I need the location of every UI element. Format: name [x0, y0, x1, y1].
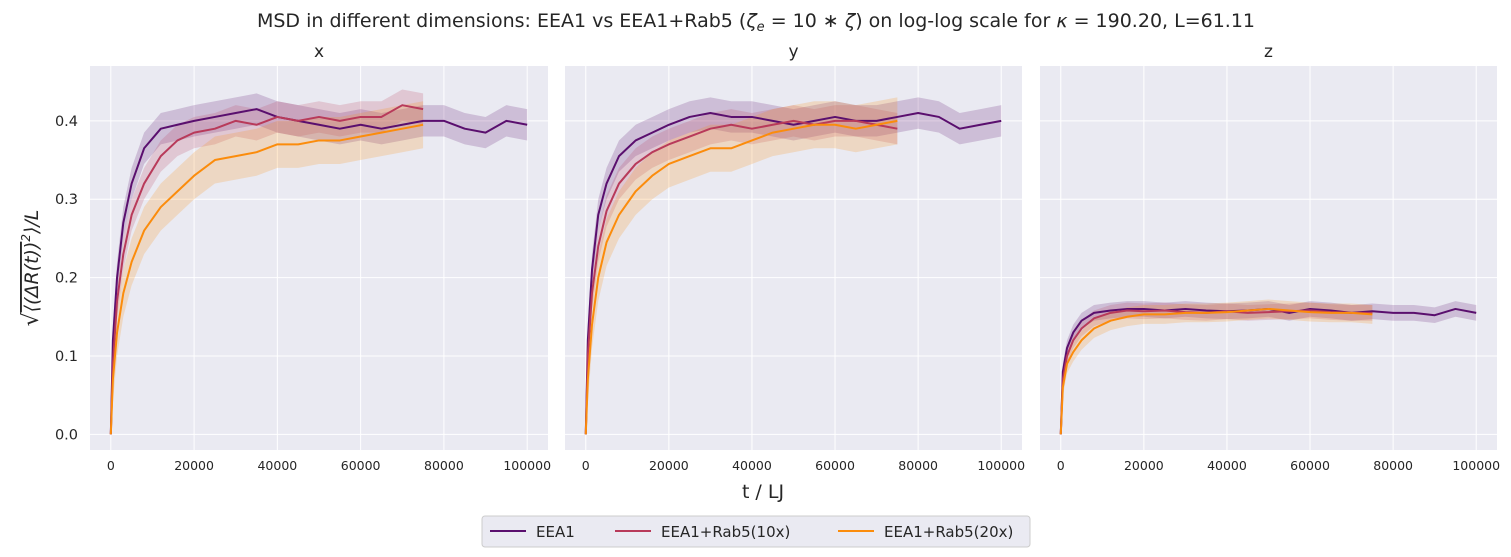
- legend: EEA1 EEA1+Rab5(10x) EEA1+Rab5(20x): [481, 515, 1031, 548]
- x-tick-label: 0: [582, 458, 590, 473]
- subplot-title: z: [1264, 42, 1273, 62]
- x-axis-label: t / LJ: [742, 481, 784, 503]
- series-line-eea1-rab5-10x-: [109, 104, 424, 435]
- series-line-eea1-rab5-20x-: [109, 123, 424, 435]
- confidence-band-eea1: [585, 97, 1002, 435]
- series-line-eea1-rab5-20x-: [584, 119, 898, 435]
- x-tick-label: 0: [1057, 458, 1065, 473]
- x-tick-label: 80000: [1373, 458, 1413, 473]
- x-tick-label: 40000: [1207, 458, 1247, 473]
- series-line-eea1-rab5-10x-: [584, 119, 898, 435]
- subplot-title: x: [314, 42, 324, 62]
- subplot-panels: 0 20000 40000 60000 80000 100000 0.0 0.1 0.2 0.3 0…: [55, 42, 1500, 473]
- plot-area: [565, 66, 1022, 450]
- plot-area: [1040, 66, 1497, 450]
- confidence-band-eea1-rab5-20x-: [110, 101, 424, 435]
- y-tick-label: 0.0: [55, 427, 78, 443]
- x-tick-label: 100000: [977, 458, 1025, 473]
- x-tick-label: 20000: [174, 458, 214, 473]
- series-line-eea1-rab5-10x-: [1059, 309, 1373, 435]
- x-tick-label: 80000: [898, 458, 938, 473]
- confidence-band-eea1-rab5-10x-: [110, 89, 424, 435]
- x-tick-label: 80000: [424, 458, 464, 473]
- x-tick-label: 60000: [1290, 458, 1330, 473]
- y-axis-label: √⟨(ΔR(t))2⟩/L: [19, 210, 44, 327]
- x-tick-label: 60000: [815, 458, 855, 473]
- figure-title: MSD in different dimensions: EEA1 vs EEA…: [257, 10, 1255, 35]
- x-tick-label: 20000: [649, 458, 689, 473]
- series-line-eea1-rab5-20x-: [1059, 307, 1373, 435]
- y-tick-label: 0.2: [55, 271, 78, 287]
- confidence-band-eea1-rab5-20x-: [585, 97, 898, 435]
- x-tick-label: 20000: [1124, 458, 1164, 473]
- x-tick-label: 100000: [503, 458, 551, 473]
- subplot-y: 0 20000 40000 60000 80000 100000 y: [565, 42, 1025, 473]
- legend-frame: [481, 515, 1031, 548]
- subplot-x: 0 20000 40000 60000 80000 100000 0.0 0.1 0.2 0.3 0…: [55, 42, 551, 473]
- legend-label: EEA1+Rab5(20x): [884, 523, 1013, 541]
- subplot-z: 0 20000 40000 60000 80000 100000 z: [1040, 42, 1500, 473]
- x-tick-label: 60000: [341, 458, 381, 473]
- y-tick-label: 0.4: [55, 114, 78, 130]
- confidence-band-eea1-rab5-10x-: [1060, 302, 1373, 435]
- confidence-band-eea1: [110, 93, 528, 435]
- confidence-band-eea1-rab5-10x-: [585, 105, 898, 435]
- y-tick-label: 0.3: [55, 192, 78, 208]
- series-line-eea1: [584, 112, 1002, 435]
- x-tick-label: 40000: [732, 458, 772, 473]
- x-tick-label: 100000: [1452, 458, 1500, 473]
- legend-label: EEA1+Rab5(10x): [661, 523, 790, 541]
- x-tick-label: 0: [107, 458, 115, 473]
- y-tick-label: 0.1: [55, 349, 78, 365]
- subplot-title: y: [788, 42, 798, 62]
- legend-label: EEA1: [536, 523, 575, 541]
- svg-text:√⟨(ΔR(t))2⟩/L: √⟨(ΔR(t))2⟩/L: [19, 210, 44, 327]
- x-tick-label: 40000: [257, 458, 297, 473]
